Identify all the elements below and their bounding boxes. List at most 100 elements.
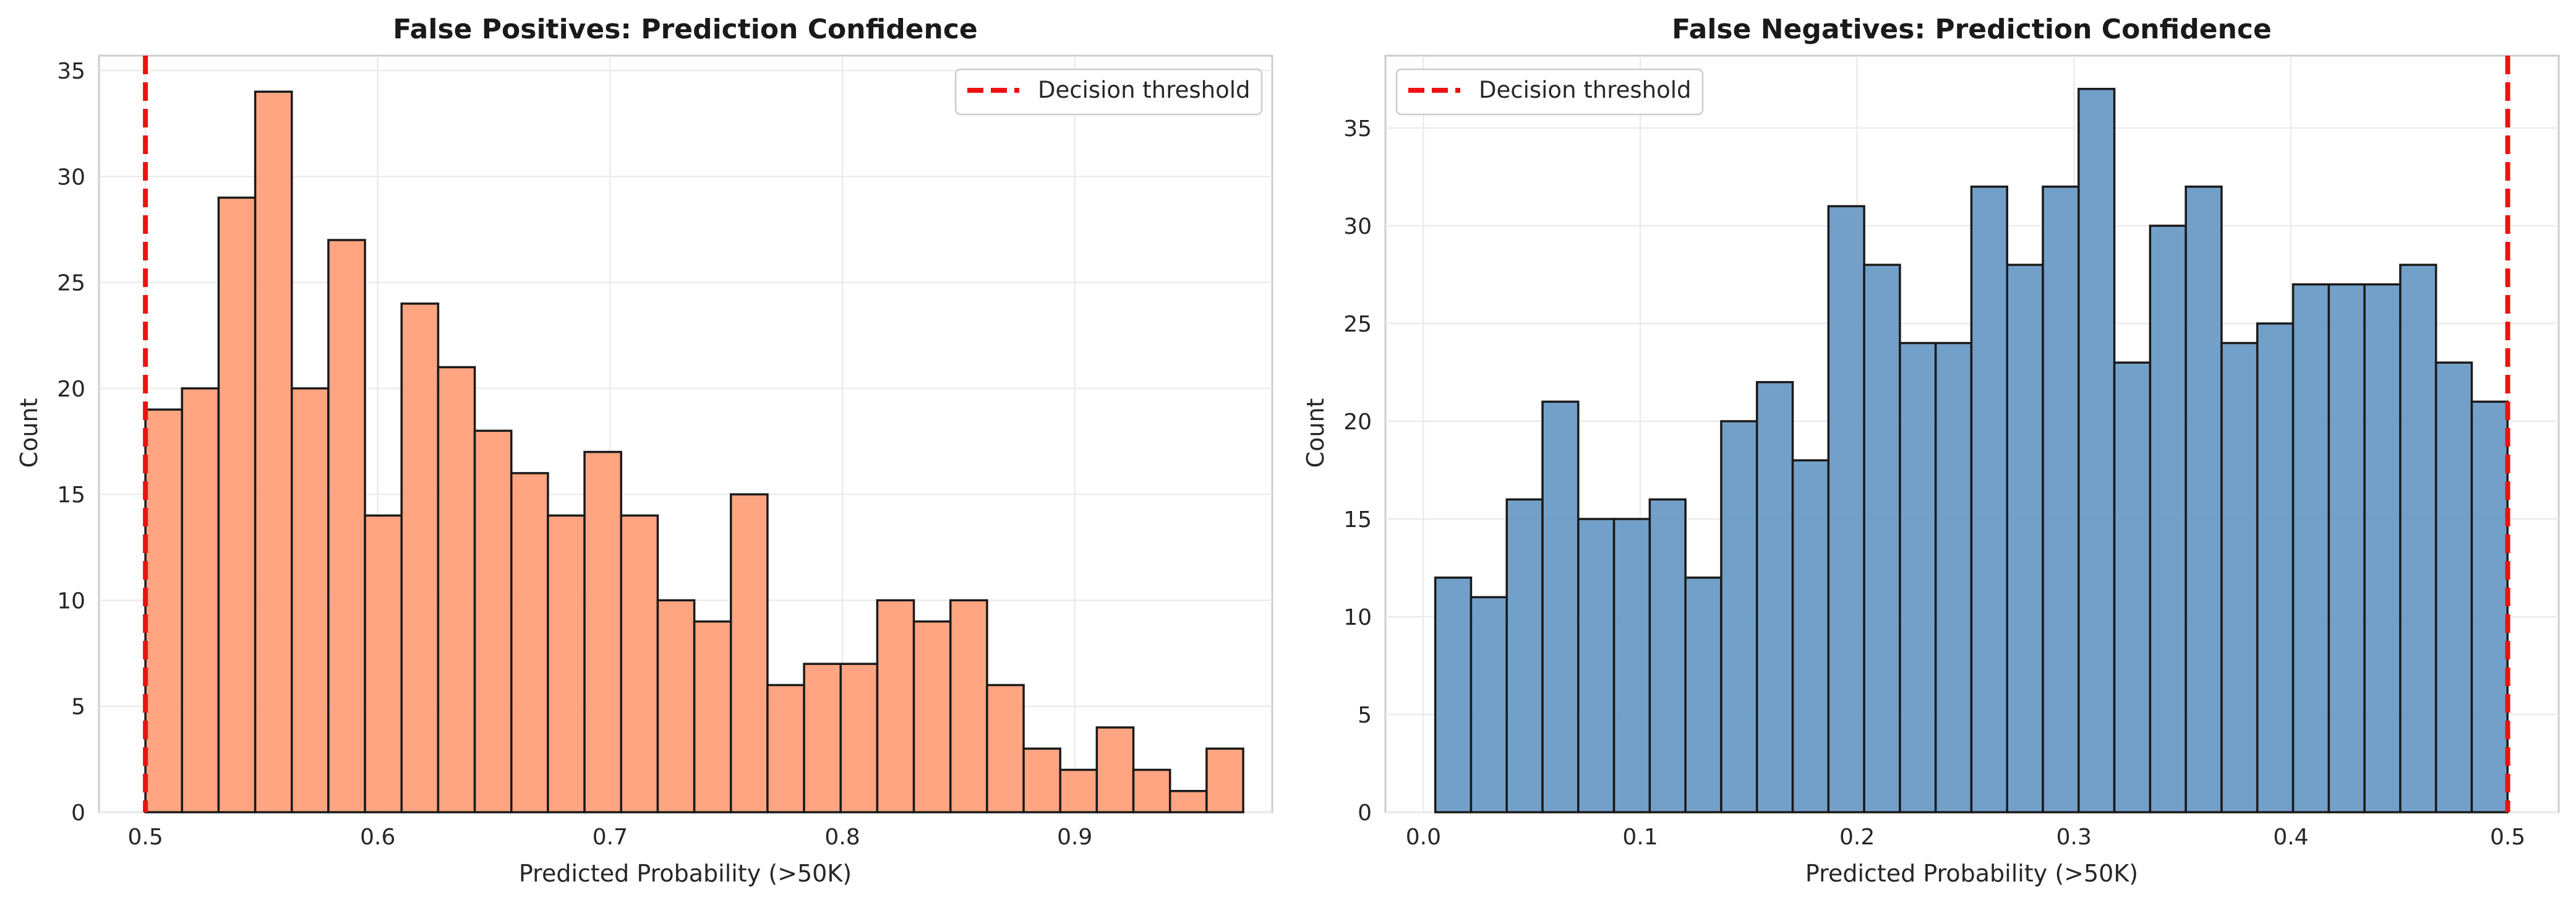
- histogram-bar: [912, 620, 952, 813]
- histogram-bar: [217, 196, 257, 813]
- histogram-bar: [473, 429, 513, 813]
- histogram-bar: [2291, 283, 2330, 813]
- histogram-bars: [1434, 87, 2509, 813]
- histogram-bar: [1648, 498, 1687, 813]
- x-tick-label: 0.4: [2273, 825, 2308, 850]
- histogram-bar: [1755, 381, 1794, 813]
- y-tick-label: 10: [1343, 605, 1372, 630]
- y-tick-label: 15: [1343, 507, 1372, 533]
- histogram-bar: [1168, 789, 1208, 813]
- histogram-bar: [1684, 577, 1722, 813]
- histogram-bar: [1577, 518, 1615, 813]
- histogram-bar: [2220, 341, 2259, 813]
- histogram-bar: [2113, 361, 2152, 813]
- histogram-bar: [876, 599, 915, 813]
- histogram-bar: [693, 620, 732, 813]
- histogram-bar: [803, 663, 842, 813]
- y-ticks: 0 5 10 15 20 25 30 35: [57, 59, 85, 826]
- histogram-bar: [1205, 747, 1244, 813]
- y-tick-label: 5: [1358, 703, 1372, 728]
- histogram-bar: [1022, 747, 1061, 813]
- histogram-bar: [2399, 264, 2437, 813]
- x-tick-label: 0.8: [824, 825, 860, 850]
- histogram-bar: [839, 663, 879, 813]
- histogram-bar: [1791, 459, 1830, 813]
- histogram-bar: [1934, 341, 1973, 813]
- histogram-bar: [1434, 577, 1473, 813]
- histogram-bar: [254, 90, 293, 813]
- y-tick-label: 25: [1343, 312, 1372, 337]
- legend: Decision threshold: [954, 68, 1263, 116]
- y-tick-label: 0: [1358, 800, 1372, 826]
- x-tick-label: 0.1: [1622, 825, 1658, 850]
- y-axis-label: Count: [1302, 398, 1329, 468]
- histogram-bar: [2363, 283, 2402, 813]
- histogram-bar: [583, 450, 623, 813]
- histogram-bar: [730, 493, 769, 813]
- chart-title: False Negatives: Prediction Confidence: [1672, 14, 2272, 45]
- y-tick-label: 5: [71, 695, 85, 720]
- legend-frame: [954, 68, 1263, 116]
- legend: Decision threshold: [1395, 68, 1704, 116]
- x-tick-label: 0.6: [360, 825, 395, 850]
- histogram-bar: [547, 514, 586, 813]
- histogram-bar: [1899, 341, 1937, 813]
- histogram-bar: [1863, 264, 1901, 813]
- chart-title: False Positives: Prediction Confidence: [393, 14, 978, 45]
- histogram-bar: [437, 366, 476, 813]
- histogram-bar: [2006, 264, 2044, 813]
- histogram-bar: [144, 408, 184, 813]
- histogram-bar: [1541, 400, 1580, 813]
- histogram-bar: [2184, 185, 2223, 813]
- histogram-bar: [1059, 768, 1098, 813]
- histogram-bar: [2042, 185, 2080, 813]
- histogram-bar: [620, 514, 659, 813]
- histogram-bar: [400, 302, 440, 813]
- histogram-bar: [2077, 87, 2116, 813]
- histogram-bar: [2434, 361, 2473, 813]
- histogram-bar: [656, 599, 696, 813]
- y-tick-label: 10: [57, 588, 85, 614]
- y-tick-label: 0: [71, 800, 85, 826]
- x-tick-label: 0.3: [2056, 825, 2092, 850]
- histogram-bar: [327, 239, 366, 813]
- x-axis-label: Predicted Probability (>50K): [519, 860, 852, 887]
- histogram-bar: [2470, 400, 2509, 813]
- y-ticks: 0 5 10 15 20 25 30 35: [1343, 116, 1372, 826]
- histogram-bars: [144, 90, 1244, 813]
- histogram-bar: [1720, 420, 1758, 813]
- histogram-bar: [1827, 205, 1865, 813]
- histogram-bar: [949, 599, 988, 813]
- x-tick-label: 0.2: [1839, 825, 1875, 850]
- histogram-bar: [766, 684, 805, 813]
- y-tick-label: 15: [57, 483, 85, 508]
- x-tick-label: 0.0: [1406, 825, 1441, 850]
- y-tick-label: 30: [1343, 214, 1372, 239]
- histogram-bar: [1095, 726, 1135, 813]
- x-axis-label: Predicted Probability (>50K): [1805, 860, 2138, 887]
- false-negatives-panel: 0.0 0.1 0.2 0.3 0.4 0.5 0 5 10 15 20 25 30 35 False …: [1302, 14, 2560, 887]
- histogram-bar: [291, 387, 330, 813]
- histogram-bar: [2149, 225, 2187, 813]
- legend-frame: [1395, 68, 1704, 116]
- histogram-bar: [510, 472, 549, 813]
- histogram-bar: [2327, 283, 2366, 813]
- y-tick-label: 30: [57, 165, 85, 190]
- y-tick-label: 35: [57, 59, 85, 84]
- histogram-bar: [2256, 322, 2295, 813]
- legend-label: Decision threshold: [1479, 77, 1692, 103]
- x-tick-label: 0.5: [127, 825, 163, 850]
- y-tick-label: 20: [1343, 410, 1372, 435]
- x-ticks: 0.0 0.1 0.2 0.3 0.4 0.5: [1406, 825, 2526, 850]
- histogram-bar: [1970, 185, 2008, 813]
- y-tick-label: 20: [57, 377, 85, 402]
- x-tick-label: 0.7: [593, 825, 628, 850]
- x-tick-label: 0.5: [2490, 825, 2525, 850]
- histogram-bar: [1132, 768, 1171, 813]
- histogram-bar: [1612, 518, 1651, 813]
- legend-label: Decision threshold: [1038, 77, 1251, 103]
- x-ticks: 0.5 0.6 0.7 0.8 0.9: [127, 825, 1092, 850]
- x-tick-label: 0.9: [1057, 825, 1092, 850]
- y-tick-label: 35: [1343, 116, 1372, 142]
